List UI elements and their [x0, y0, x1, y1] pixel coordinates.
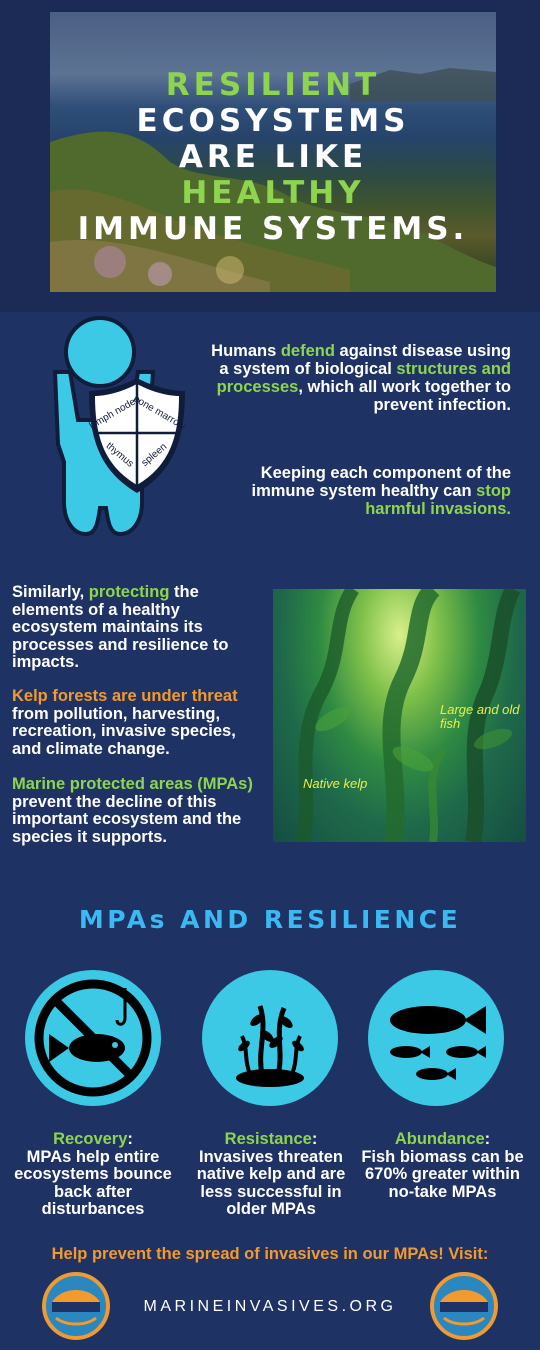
mpa-item-colon: : — [127, 1130, 133, 1148]
label-large-old-fish: Large and old fish — [440, 702, 520, 731]
mpa-item-text: MPAs help entire ecosystems bounce back … — [14, 1147, 172, 1219]
text-segment: from pollution, harvesting, recreation, … — [12, 704, 236, 758]
text-segment: Keeping each component of the immune sys… — [251, 464, 511, 500]
highlight-structures: structures and processes — [216, 360, 511, 396]
coast-illustration — [50, 68, 496, 292]
hero-title-line-5: IMMUNE SYSTEMS. — [77, 211, 469, 247]
shield-icon: lymph nodes bone marrow thymus spleen — [87, 378, 188, 493]
kelp-forest-photo: Large and old fish Native kelp — [273, 589, 526, 842]
mpa-item-colon: : — [311, 1130, 318, 1148]
ecosystem-paragraph-1: Similarly, protecting the elements of a … — [12, 583, 267, 672]
text-segment: against disease using a system of biolog… — [219, 342, 511, 378]
text-segment: the elements of a healthy ecosystem main… — [12, 583, 229, 672]
kelp-icon — [202, 970, 338, 1106]
ecosystem-paragraph-2: Kelp forests are under threat from pollu… — [12, 687, 267, 758]
mpa-heading: MPAs AND RESILIENCE — [78, 905, 462, 934]
immune-paragraph-2: Keeping each component of the immune sys… — [211, 464, 511, 518]
highlight-stop-invasions: stop harmful invasions. — [365, 482, 511, 518]
hero-image: RESILIENT ECOSYSTEMS ARE LIKE HEALTHY IM… — [50, 12, 496, 292]
hero-title-line-1: RESILIENT — [165, 67, 381, 103]
mpa-item-text: Invasives threaten native kelp and are l… — [196, 1147, 346, 1219]
mpa-item-colon: : — [484, 1130, 491, 1148]
highlight-protecting: protecting — [88, 583, 170, 601]
highlight-mpas: Marine protected areas (MPAs) — [12, 775, 253, 793]
footer-call-to-action: Help prevent the spread of invasives in … — [51, 1245, 489, 1263]
hero-title-line-4: HEALTHY — [181, 175, 365, 211]
text-segment: prevent the decline of this important ec… — [12, 792, 242, 846]
text-segment: , which all work together to prevent inf… — [298, 378, 511, 414]
kelp-illustration — [296, 589, 521, 842]
mpa-item-abundance: Abundance: Fish biomass can be 670% grea… — [360, 1130, 525, 1201]
mpa-item-title: Resistance — [224, 1130, 312, 1148]
mpa-item-resistance: Resistance: Invasives threaten native ke… — [186, 1130, 356, 1219]
immune-paragraph-1: Humans defend against disease using a sy… — [211, 342, 511, 414]
text-segment: Similarly, — [12, 583, 89, 601]
highlight-defend: defend — [280, 342, 335, 360]
hero-title-line-3: ARE LIKE — [178, 139, 368, 175]
highlight-threat: Kelp forests are under threat — [12, 687, 238, 705]
mpa-item-recovery: Recovery: MPAs help entire ecosystems bo… — [8, 1130, 178, 1219]
collaborative-logo-left — [42, 1272, 110, 1340]
hero-title-line-2: ECOSYSTEMS — [136, 103, 410, 139]
collaborative-logo-right — [430, 1272, 498, 1340]
mpa-item-text: Fish biomass can be 670% greater within … — [361, 1147, 524, 1201]
fish-school-icon — [368, 970, 504, 1106]
ecosystem-paragraph-3: Marine protected areas (MPAs) prevent th… — [12, 775, 267, 846]
label-native-kelp: Native kelp — [303, 776, 368, 791]
website-link[interactable]: MARINEINVASIVES.ORG — [143, 1298, 397, 1315]
mpa-item-title: Abundance — [394, 1130, 485, 1148]
text-segment: Humans — [211, 342, 281, 360]
mpa-item-title: Recovery — [53, 1130, 128, 1148]
no-fishing-icon — [25, 970, 161, 1106]
